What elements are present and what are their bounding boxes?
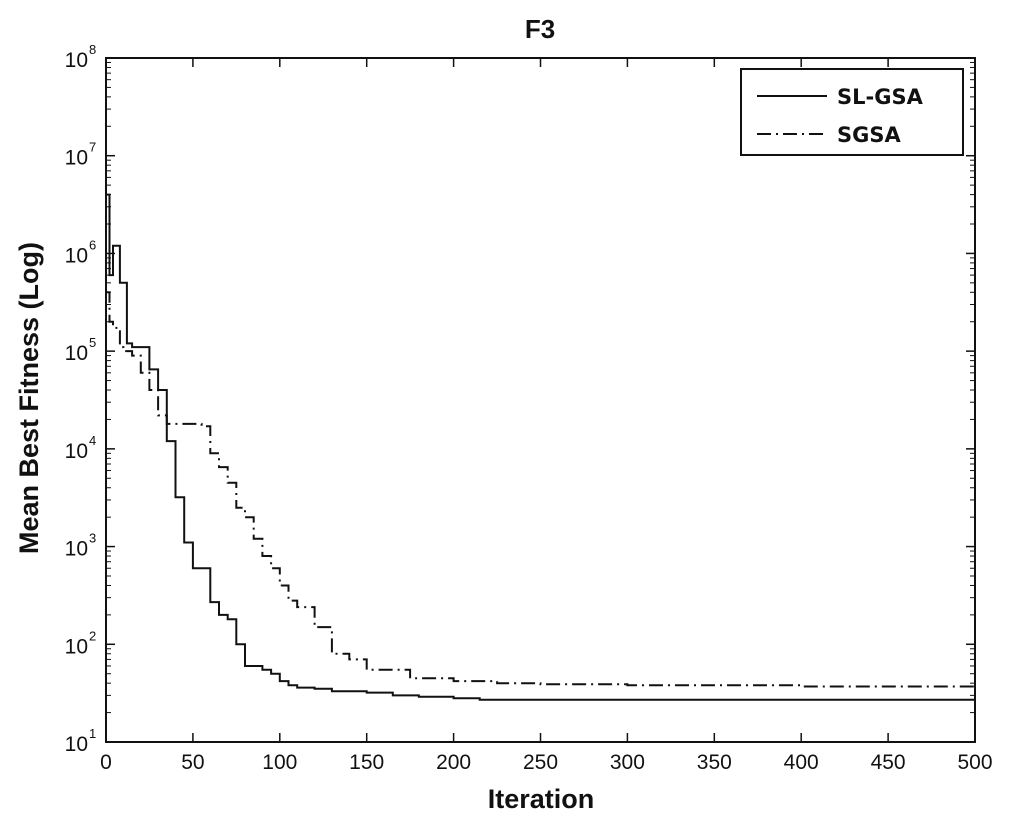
x-tick-label: 450 xyxy=(871,751,906,774)
y-tick-exponent: 1 xyxy=(89,726,96,741)
y-tick-label: 10 xyxy=(65,147,88,170)
series-line-sgsa xyxy=(106,291,975,688)
legend-box xyxy=(740,68,964,156)
legend-label-sl-gsa: SL-GSA xyxy=(837,85,924,109)
series-line-sl-gsa xyxy=(106,193,975,701)
x-tick-label: 200 xyxy=(436,751,471,774)
y-tick-exponent: 7 xyxy=(89,140,96,155)
y-tick-exponent: 2 xyxy=(89,628,96,643)
x-tick-label: 500 xyxy=(957,751,992,774)
y-tick-exponent: 8 xyxy=(89,42,96,57)
y-tick-label: 10 xyxy=(65,538,88,561)
y-tick-exponent: 5 xyxy=(89,335,96,350)
x-tick-label: 50 xyxy=(181,751,204,774)
y-tick-exponent: 3 xyxy=(89,531,96,546)
chart-title: F3 xyxy=(525,14,555,44)
y-tick-label: 10 xyxy=(65,342,88,365)
legend-label-sgsa: SGSA xyxy=(837,123,901,147)
y-tick-label: 10 xyxy=(65,244,88,267)
plot-frame xyxy=(105,57,976,743)
y-tick-label: 10 xyxy=(65,440,88,463)
y-tick-exponent: 6 xyxy=(89,237,96,252)
x-tick-label: 150 xyxy=(349,751,384,774)
x-tick-label: 300 xyxy=(610,751,645,774)
x-tick-label: 400 xyxy=(784,751,819,774)
plot-series xyxy=(106,193,975,701)
x-tick-label: 0 xyxy=(100,751,112,774)
x-axis-label: Iteration xyxy=(488,784,595,813)
x-tick-label: 100 xyxy=(262,751,297,774)
y-tick-label: 10 xyxy=(65,49,88,72)
y-axis-label: Mean Best Fitness (Log) xyxy=(14,242,44,554)
legend: SL-GSA SGSA xyxy=(740,68,964,156)
y-tick-label: 10 xyxy=(65,733,88,756)
x-tick-label: 250 xyxy=(523,751,558,774)
y-tick-exponent: 4 xyxy=(89,433,96,448)
y-tick-label: 10 xyxy=(65,635,88,658)
x-tick-label: 350 xyxy=(697,751,732,774)
